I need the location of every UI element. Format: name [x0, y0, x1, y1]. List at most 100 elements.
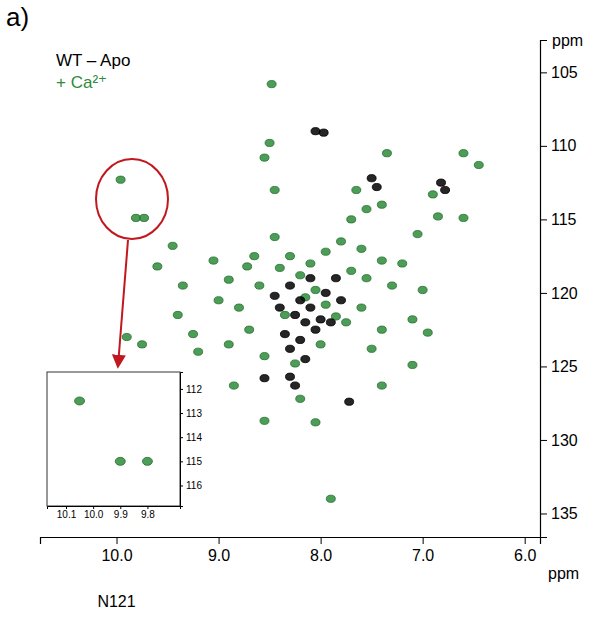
tick-mark: [540, 146, 547, 147]
inset-background: [45, 370, 214, 526]
tick: 9.8: [141, 506, 155, 520]
peak: [437, 179, 446, 186]
peak: [224, 276, 233, 283]
peak: [291, 311, 300, 318]
tick-label: 10.1: [57, 509, 77, 520]
inset-y-axis-line: [181, 373, 184, 507]
peak: [296, 395, 305, 402]
peak: [352, 186, 361, 193]
peak: [209, 257, 218, 264]
peak: [319, 129, 328, 136]
tick: 10.0: [101, 537, 132, 564]
peak: [345, 398, 354, 405]
y-axis-line: [541, 41, 548, 538]
peak: [441, 186, 450, 193]
peak: [311, 326, 320, 333]
tick: 130: [540, 432, 578, 449]
figure: 10.09.08.07.06.0105110115120125130135ppm…: [0, 0, 589, 620]
tick: 9.9: [114, 506, 128, 520]
tick: 112: [180, 384, 202, 395]
peak: [243, 263, 252, 270]
tick: 115: [180, 456, 202, 467]
peak: [306, 275, 315, 282]
tick-label: 6.0: [514, 547, 536, 564]
peak: [214, 297, 223, 304]
peak: [377, 201, 386, 208]
peak: [291, 382, 300, 389]
peak: [372, 183, 381, 190]
peak: [260, 375, 269, 382]
arrow: [118, 240, 128, 366]
peak: [311, 128, 320, 135]
x-axis-line: [41, 538, 541, 545]
peak: [270, 292, 279, 299]
peak: [153, 263, 162, 270]
peak: [286, 282, 295, 289]
peak: [347, 216, 356, 223]
tick-label: 8.0: [310, 547, 332, 564]
tick: 8.0: [310, 537, 332, 564]
tick-label: 135: [551, 505, 578, 522]
tick: 120: [540, 285, 578, 302]
peak: [286, 373, 295, 380]
peak: [286, 253, 295, 260]
tick-label: 9.8: [141, 509, 155, 520]
peak: [260, 353, 269, 360]
peak: [75, 397, 85, 405]
tick-label: 120: [551, 285, 578, 302]
peak: [321, 289, 330, 296]
peak: [265, 139, 274, 146]
peak: [377, 257, 386, 264]
peak: [337, 297, 346, 304]
peak: [296, 336, 305, 343]
tick-label: 115: [551, 211, 577, 228]
peak: [138, 341, 147, 348]
tick-mark: [540, 440, 547, 441]
peak: [280, 330, 289, 337]
tick-mark: [180, 389, 183, 390]
peak: [115, 457, 125, 465]
peak: [260, 154, 269, 161]
tick-mark: [540, 293, 547, 294]
peak: [459, 150, 468, 157]
peak: [245, 326, 254, 333]
peak: [178, 282, 187, 289]
tick: 10.0: [84, 506, 104, 520]
tick-mark: [180, 461, 183, 462]
tick-label: 10.0: [84, 509, 104, 520]
tick: 113: [180, 408, 202, 419]
inset-y-axis: 112113114115116: [180, 373, 202, 507]
tick-mark: [321, 537, 322, 544]
peak: [347, 267, 356, 274]
peak: [342, 319, 351, 326]
peak: [224, 341, 233, 348]
tick-mark: [180, 437, 183, 438]
inset-plot-area: [75, 397, 153, 465]
peak: [140, 214, 149, 221]
peak: [234, 304, 243, 311]
tick-label: 113: [186, 408, 202, 419]
tick-mark: [219, 537, 220, 544]
series: [75, 397, 153, 465]
peak: [382, 150, 391, 157]
peak: [291, 360, 300, 367]
legend: WT – Apo+ Ca²⁺: [56, 51, 130, 92]
tick-mark: [180, 485, 183, 486]
peak: [362, 205, 371, 212]
peak: [311, 419, 320, 426]
x-axis-title: ppm: [548, 565, 579, 582]
highlight-circle: [96, 159, 168, 239]
tick: 114: [180, 432, 202, 443]
tick: 10.1: [57, 506, 77, 520]
inset-frame: [47, 372, 180, 506]
peak: [306, 260, 315, 267]
peak: [116, 176, 125, 183]
peak: [331, 275, 340, 282]
tick-label: 112: [186, 384, 202, 395]
peak: [122, 333, 131, 340]
peak: [280, 311, 289, 318]
annotation: N121: [97, 593, 135, 610]
tick-mark: [423, 537, 424, 544]
tick-mark: [540, 366, 547, 367]
peak: [275, 264, 284, 271]
